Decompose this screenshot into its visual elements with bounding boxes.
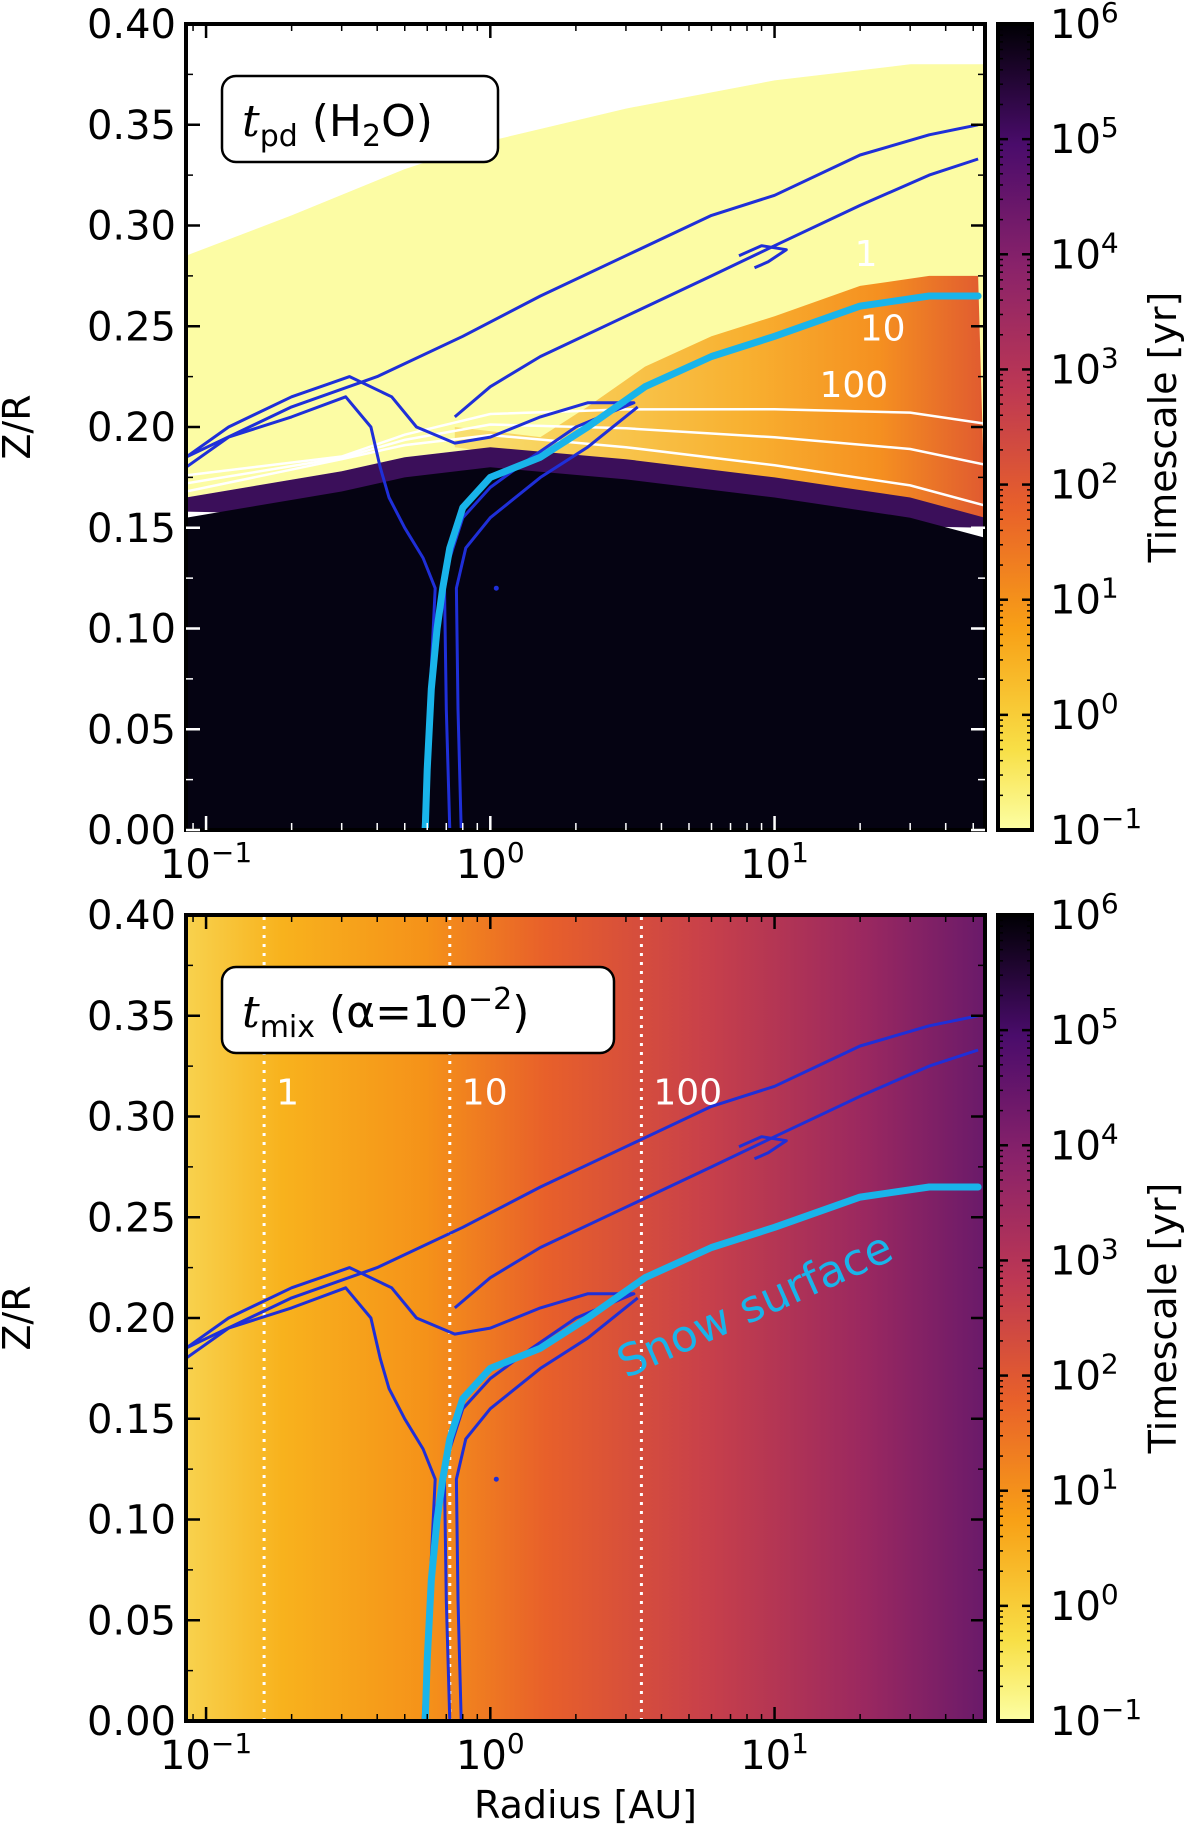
contour-label: 100 (819, 365, 888, 406)
abundance-contour (454, 1296, 639, 1721)
contour-dot (493, 1476, 499, 1482)
colorbar-tick-label: 104 (1050, 226, 1119, 278)
colorbar-tick-label: 106 (1050, 887, 1119, 939)
x-tick-label: 101 (740, 1727, 809, 1779)
x-tick-label: 10−1 (160, 836, 252, 888)
y-tick-label: 0.00 (87, 1699, 176, 1745)
y-axis-label: Z/R (0, 394, 39, 459)
timescale-contour (186, 433, 985, 507)
colorbar-tick-label: 102 (1050, 1348, 1119, 1400)
y-axis-label: Z/R (0, 1285, 39, 1350)
y-tick-label: 0.40 (87, 893, 176, 939)
abundance-contour (453, 157, 979, 419)
abundance-contour (186, 1014, 979, 1350)
annotation-box (220, 965, 616, 1055)
colorbar-tick-label: 106 (1050, 0, 1119, 48)
x-axis-label: Radius [AU] (474, 1783, 697, 1827)
y-tick-label: 0.05 (87, 707, 176, 753)
snow-surface-line (421, 1183, 982, 1721)
colorbars: 106 105 104 103 102 101 100 10−1 Timescale [yr] 1… (996, 0, 1185, 1745)
colorbar-label: Timescale [yr] (1141, 1183, 1185, 1455)
colorbar (998, 24, 1032, 830)
y-tick-label: 0.35 (87, 994, 176, 1040)
colorbar-label: Timescale [yr] (1141, 292, 1185, 564)
contour-dot (493, 585, 499, 591)
abundance-contour (186, 395, 437, 830)
annotation-text: tmix (α=10−2) (242, 982, 529, 1045)
contour-label: 10 (860, 308, 906, 349)
x-tick-label: 100 (456, 836, 525, 888)
colorbar-tick-label: 100 (1050, 687, 1119, 739)
colorbar-tick-label: 100 (1050, 1578, 1119, 1630)
top-panel: 1 10 100 0.00 0.05 0.10 0.15 0.20 0.25 0.30 0.35 0.… (0, 2, 987, 888)
colorbar-frame (996, 22, 1034, 832)
annotation-box (220, 74, 500, 164)
colorbar-tick-label: 103 (1050, 341, 1119, 393)
colorbar-tick-label: 105 (1050, 1002, 1119, 1054)
shielded-midplane (186, 467, 985, 830)
y-tick-label: 0.15 (87, 1397, 176, 1443)
colorbar-tick-label: 105 (1050, 111, 1119, 163)
abundance-contour (738, 1135, 788, 1161)
colorbar-tick-label: 103 (1050, 1232, 1119, 1284)
x-tick-label: 101 (740, 836, 809, 888)
colorbar (998, 915, 1032, 1721)
timescale-contour (186, 423, 985, 485)
colorbar-tick-label: 102 (1050, 457, 1119, 509)
mixing-contour-label: 10 (462, 1073, 508, 1114)
abundance-contour (186, 1286, 437, 1721)
y-tick-label: 0.40 (87, 2, 176, 48)
colorbar-frame (996, 913, 1034, 1723)
colorbar-tick-label: 101 (1050, 572, 1119, 624)
plot-area: 1 10 100 (186, 24, 985, 830)
annotation-text: tpd (H2O) (242, 96, 433, 154)
abundance-contour (186, 123, 979, 459)
colorbar-tick-label: 104 (1050, 1117, 1119, 1169)
y-tick-label: 0.20 (87, 1296, 176, 1342)
abundance-contour (453, 1048, 979, 1310)
x-tick-label: 100 (456, 1727, 525, 1779)
y-tick-label: 0.10 (87, 607, 176, 653)
abundance-contour (738, 244, 788, 270)
y-tick-label: 0.10 (87, 1498, 176, 1544)
snow-surface-line (421, 292, 982, 830)
y-tick-label: 0.35 (87, 103, 176, 149)
y-tick-label: 0.05 (87, 1598, 176, 1644)
y-tick-label: 0.20 (87, 405, 176, 451)
x-tick-label: 10−1 (160, 1727, 252, 1779)
y-tick-label: 0.25 (87, 304, 176, 350)
y-tick-label: 0.15 (87, 506, 176, 552)
abundance-contour (454, 405, 639, 830)
y-tick-label: 0.00 (87, 808, 176, 854)
colorbar-tick-label: 101 (1050, 1463, 1119, 1515)
colorbar-tick-label: 10−1 (1050, 802, 1142, 854)
mixing-contour-label: 1 (276, 1073, 299, 1114)
contour-label: 1 (855, 234, 878, 275)
y-tick-label: 0.25 (87, 1195, 176, 1241)
y-tick-label: 0.30 (87, 1095, 176, 1141)
y-tick-label: 0.30 (87, 204, 176, 250)
colorbar-tick-label: 10−1 (1050, 1693, 1142, 1745)
